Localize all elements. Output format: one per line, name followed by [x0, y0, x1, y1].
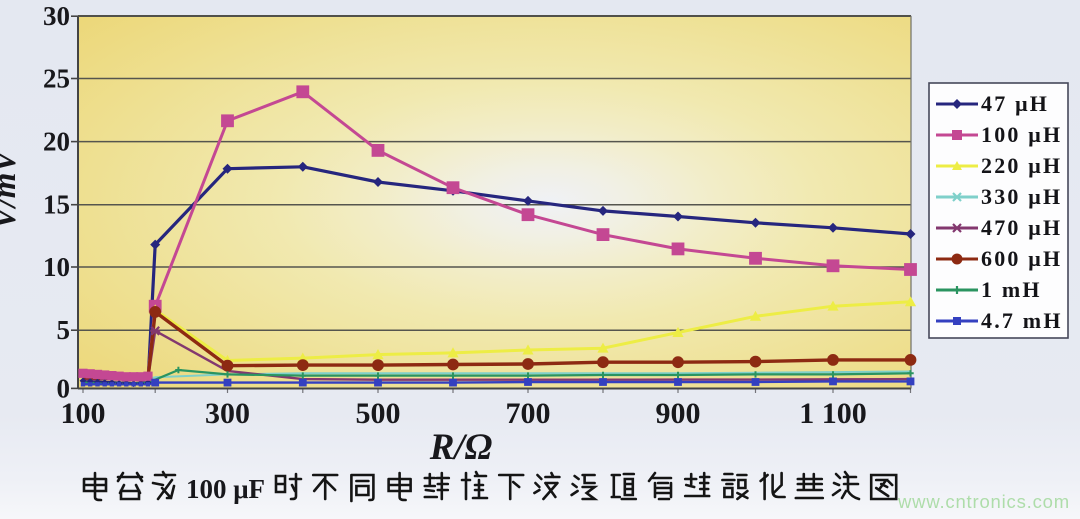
svg-text:600 μH: 600 μH — [981, 246, 1062, 271]
svg-text:500: 500 — [356, 397, 401, 430]
svg-text:0: 0 — [57, 373, 71, 403]
svg-text:R/Ω: R/Ω — [429, 427, 493, 468]
svg-text:220 μH: 220 μH — [981, 153, 1062, 178]
svg-text:1 mH: 1 mH — [981, 277, 1042, 302]
svg-text:V/mV: V/mV — [0, 148, 23, 230]
svg-text:100: 100 — [61, 397, 106, 430]
svg-text:100 μF: 100 μF — [186, 474, 265, 504]
svg-text:30: 30 — [43, 1, 70, 31]
svg-text:330 μH: 330 μH — [981, 184, 1062, 209]
svg-text:300: 300 — [205, 397, 250, 430]
svg-text:5: 5 — [57, 315, 71, 345]
svg-text:700: 700 — [506, 397, 551, 430]
svg-text:1 100: 1 100 — [799, 397, 867, 430]
svg-text:25: 25 — [43, 64, 70, 94]
svg-text:47 μH: 47 μH — [981, 91, 1049, 116]
svg-text:20: 20 — [43, 127, 70, 157]
svg-text:15: 15 — [43, 190, 70, 220]
svg-text:10: 10 — [43, 252, 70, 282]
svg-text:4.7 mH: 4.7 mH — [981, 308, 1063, 333]
svg-text:900: 900 — [656, 397, 701, 430]
svg-text:www.cntronics.com: www.cntronics.com — [897, 491, 1070, 512]
svg-text:470 μH: 470 μH — [981, 215, 1062, 240]
svg-text:100 μH: 100 μH — [981, 122, 1062, 147]
